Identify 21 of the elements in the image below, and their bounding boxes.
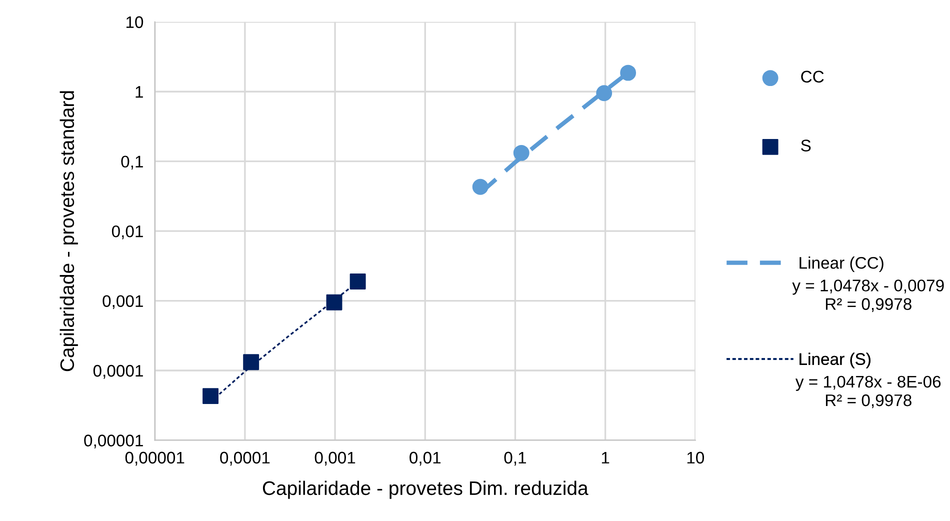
x-tick-label: 0,01 <box>410 452 441 466</box>
y-tick-label: 0,01 <box>112 225 143 240</box>
y-tick-label: 10 <box>126 16 144 28</box>
legend-label: Linear (S) <box>800 352 870 368</box>
text: y = 1,0478x - 0,0079 R² = 0,9978 <box>792 280 944 312</box>
x-tick-label: 0,001 <box>314 452 356 466</box>
text: y = 1,0478x - 8E-06 R² = 0,9978 <box>795 376 941 408</box>
x-tick-label: 1 <box>602 452 610 464</box>
x-tick-label: 10 <box>687 452 704 464</box>
legend-label: Linear (CC) <box>800 256 884 272</box>
y-axis-title: Capilaridade - provetes standard <box>60 91 78 372</box>
y-tick-label: 0,1 <box>121 156 143 170</box>
legend-label: CC <box>801 70 824 83</box>
y-tick-label: 0,0001 <box>93 364 143 379</box>
x-tick-label: 0,0001 <box>220 452 270 466</box>
y-tick-label: 1 <box>136 86 143 98</box>
y-tick-label: 0,00001 <box>84 434 143 448</box>
legend-label: S <box>801 140 811 152</box>
x-axis-title: Capilaridade - provetes Dim. reduzida <box>262 480 588 499</box>
y-tick-label: 0,001 <box>102 295 143 309</box>
x-tick-label: 0,1 <box>504 452 526 466</box>
